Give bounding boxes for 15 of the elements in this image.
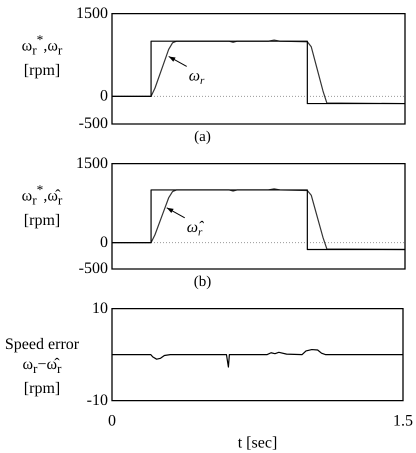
y-tick-label: 0 xyxy=(100,234,108,251)
y-tick-label: 1500 xyxy=(76,4,108,22)
text: (b) xyxy=(194,274,212,290)
x-axis-title: t [sec] xyxy=(238,434,278,452)
y-axis-title: ω$_{r}$$^{*}$,ω̂$_{r}$ [rpm] xyxy=(20,181,64,231)
y-tick-label: -10 xyxy=(86,392,108,409)
text: (a) xyxy=(194,128,211,145)
y-tick-label: 0 xyxy=(100,88,108,105)
y-tick-label: -500 xyxy=(78,260,108,278)
y-axis-title: Speed error ω$_{r}$−ω̂$_{r}$ [rpm] xyxy=(4,335,80,400)
y-axis-title: ω$_{r}$$^{*}$,ω$_{r}$ [rpm] xyxy=(20,31,64,81)
y-tick-label: 1500 xyxy=(76,154,108,172)
y-tick-label: 10 xyxy=(92,300,108,317)
x-tick-label: 1.5 xyxy=(393,412,413,430)
y-tick-label: -500 xyxy=(78,115,108,132)
